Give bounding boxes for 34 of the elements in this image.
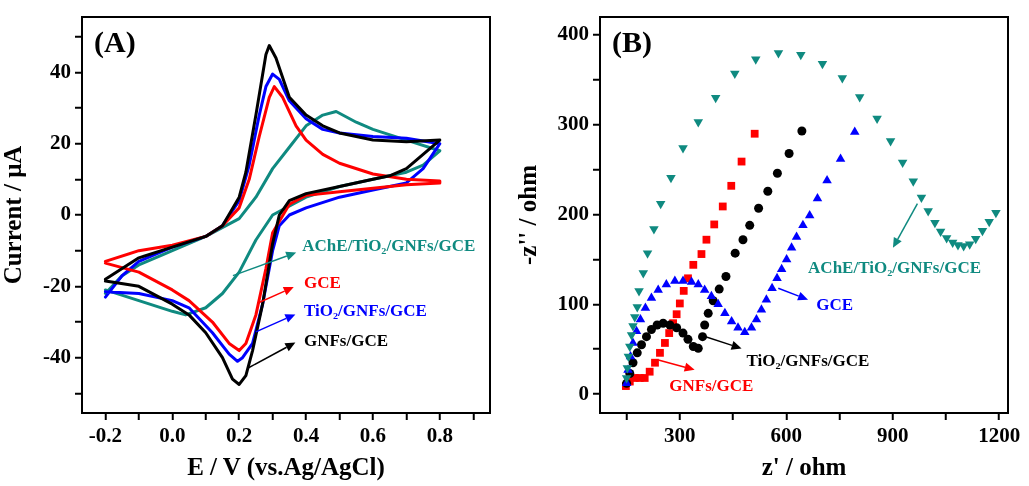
y-axis-title: -z'' / ohm [514, 164, 542, 265]
y-tick-label: 400 [557, 21, 589, 46]
legend-label: GCE [816, 295, 854, 315]
y-axis-title: Current / μA [0, 145, 27, 285]
y-tick-label: 0 [578, 380, 589, 405]
chart-title: (B) [612, 24, 652, 59]
legend-label: GNFs/GCE [669, 375, 754, 395]
y-tick-label: 100 [557, 290, 589, 315]
y-tick-label: -40 [43, 344, 71, 369]
x-tick-label: 0.4 [292, 423, 320, 448]
y-tick-label: 0 [60, 201, 71, 226]
y-tick-label: 300 [557, 111, 589, 136]
x-axis-title: E / V (vs.Ag/AgCl) [187, 453, 385, 482]
legend-label: AChE/TiO₂/GNFs/GCE [302, 236, 476, 256]
y-tick-label: 40 [50, 58, 71, 83]
legend-label: GCE [303, 273, 341, 293]
x-tick-label: 0.8 [426, 423, 453, 448]
chart-title: (A) [94, 24, 136, 59]
legend-label: AChE/TiO₂/GNFs/GCE [808, 258, 982, 278]
x-tick-label: 1200 [978, 423, 1021, 448]
x-tick-label: -0.2 [88, 423, 123, 448]
x-tick-label: 0.0 [159, 423, 186, 448]
x-tick-label: 0.2 [226, 423, 253, 448]
y-tick-label: -20 [43, 272, 71, 297]
legend-label: TiO₂/GNFs/GCE [303, 301, 427, 321]
x-tick-label: 900 [876, 423, 909, 448]
y-tick-label: 200 [557, 200, 589, 225]
legend-label: GNFs/GCE [303, 331, 389, 351]
x-axis-title: z' / ohm [761, 453, 847, 481]
y-tick-label: 20 [50, 130, 71, 155]
x-tick-label: 0.6 [359, 423, 387, 448]
x-tick-label: 600 [770, 423, 803, 448]
x-tick-label: 300 [664, 423, 696, 448]
legend-label: TiO₂/GNFs/GCE [746, 350, 870, 370]
